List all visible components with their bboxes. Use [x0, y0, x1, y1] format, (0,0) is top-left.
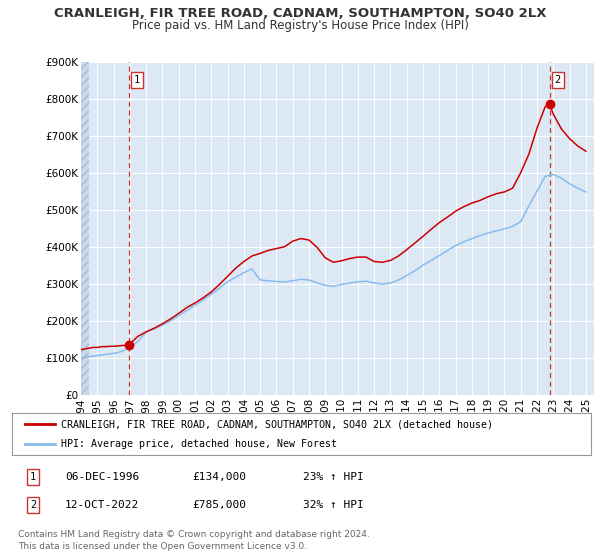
Text: 06-DEC-1996: 06-DEC-1996: [65, 472, 139, 482]
Bar: [81, 62, 89, 395]
Text: CRANLEIGH, FIR TREE ROAD, CADNAM, SOUTHAMPTON, SO40 2LX: CRANLEIGH, FIR TREE ROAD, CADNAM, SOUTHA…: [54, 7, 546, 20]
Text: £134,000: £134,000: [192, 472, 246, 482]
Text: HPI: Average price, detached house, New Forest: HPI: Average price, detached house, New …: [61, 439, 337, 449]
Text: 32% ↑ HPI: 32% ↑ HPI: [302, 500, 364, 510]
Text: Contains HM Land Registry data © Crown copyright and database right 2024.: Contains HM Land Registry data © Crown c…: [18, 530, 370, 539]
Text: 23% ↑ HPI: 23% ↑ HPI: [302, 472, 364, 482]
Text: 1: 1: [30, 472, 36, 482]
Text: CRANLEIGH, FIR TREE ROAD, CADNAM, SOUTHAMPTON, SO40 2LX (detached house): CRANLEIGH, FIR TREE ROAD, CADNAM, SOUTHA…: [61, 419, 493, 430]
Text: 2: 2: [30, 500, 36, 510]
Text: 12-OCT-2022: 12-OCT-2022: [65, 500, 139, 510]
Text: 1: 1: [134, 75, 140, 85]
Text: Price paid vs. HM Land Registry's House Price Index (HPI): Price paid vs. HM Land Registry's House …: [131, 19, 469, 32]
Text: This data is licensed under the Open Government Licence v3.0.: This data is licensed under the Open Gov…: [18, 542, 307, 550]
Text: 2: 2: [555, 75, 561, 85]
Text: £785,000: £785,000: [192, 500, 246, 510]
